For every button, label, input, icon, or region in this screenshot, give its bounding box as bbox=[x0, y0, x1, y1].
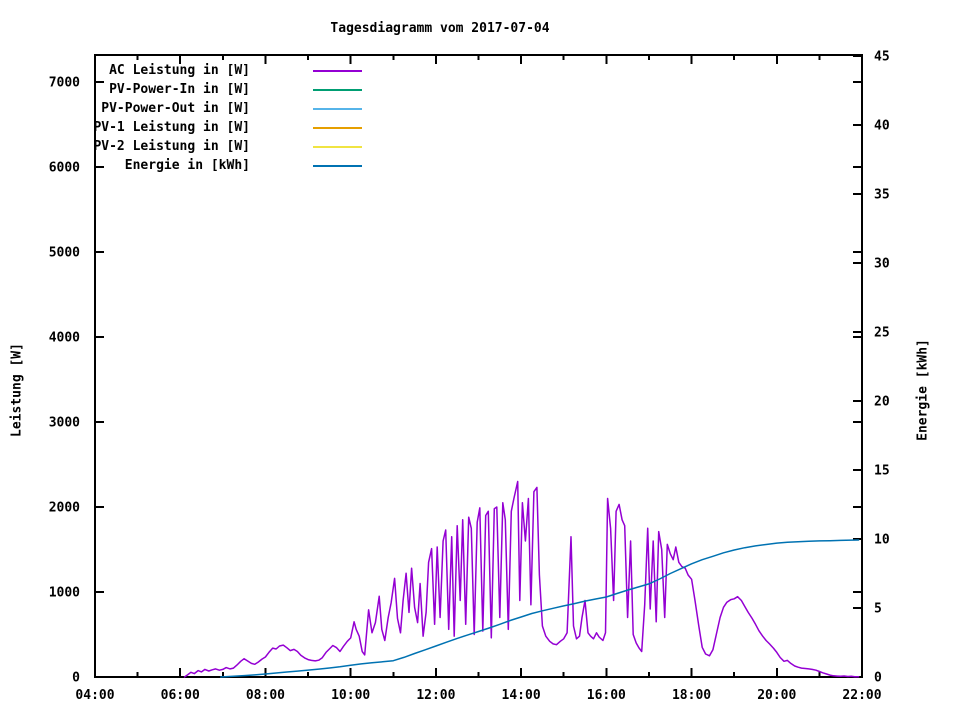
legend-label: PV-1 Leistung in [W] bbox=[93, 120, 250, 135]
legend: AC Leistung in [W] PV-Power-In in [W] PV-P… bbox=[90, 61, 362, 175]
legend-row: PV-2 Leistung in [W] bbox=[90, 137, 362, 156]
legend-label: PV-Power-Out in [W] bbox=[101, 101, 250, 116]
tick-label: 6000 bbox=[49, 161, 80, 176]
tick-label: 08:00 bbox=[246, 688, 285, 703]
legend-row: PV-Power-In in [W] bbox=[90, 80, 362, 99]
tick-label: 4000 bbox=[49, 331, 80, 346]
legend-color-line bbox=[313, 126, 362, 129]
tick-label: 15 bbox=[874, 464, 890, 479]
legend-label: AC Leistung in [W] bbox=[109, 63, 250, 78]
tick-label: 04:00 bbox=[75, 688, 114, 703]
series-ac-leistung-in-w bbox=[183, 480, 860, 678]
tick-label: 30 bbox=[874, 257, 890, 272]
tick-label: 40 bbox=[874, 119, 890, 134]
tick-label: 12:00 bbox=[416, 688, 455, 703]
tick-label: 35 bbox=[874, 188, 890, 203]
tick-label: 0 bbox=[874, 671, 882, 686]
tick-label: 7000 bbox=[49, 76, 80, 91]
tick-label: 0 bbox=[72, 671, 80, 686]
chart-title: Tagesdiagramm vom 2017-07-04 bbox=[330, 21, 550, 36]
tick-label: 16:00 bbox=[587, 688, 626, 703]
tick-label: 18:00 bbox=[672, 688, 711, 703]
tick-label: 25 bbox=[874, 326, 890, 341]
legend-color-line bbox=[313, 88, 362, 91]
y2-axis: 0 5 10 15 20 25 30 35 40 45 bbox=[853, 50, 890, 686]
tick-label: 20:00 bbox=[757, 688, 796, 703]
y1-axis: 0 1000 2000 3000 4000 5000 6000 7000 bbox=[49, 76, 862, 686]
tick-label: 14:00 bbox=[502, 688, 541, 703]
legend-label: PV-Power-In in [W] bbox=[109, 82, 250, 97]
tick-label: 5 bbox=[874, 602, 882, 617]
x-axis: 04:00 06:00 08:00 10:00 12:00 14:00 16:00 18:00… bbox=[75, 55, 882, 703]
legend-color-line bbox=[313, 69, 362, 72]
legend-label: PV-2 Leistung in [W] bbox=[93, 139, 250, 154]
tick-label: 20 bbox=[874, 395, 890, 410]
tick-label: 2000 bbox=[49, 501, 80, 516]
legend-label: Energie in [kWh] bbox=[124, 158, 250, 173]
legend-color-line bbox=[313, 107, 362, 110]
legend-row: AC Leistung in [W] bbox=[90, 61, 362, 80]
tick-label: 22:00 bbox=[842, 688, 881, 703]
tick-label: 5000 bbox=[49, 246, 80, 261]
legend-row: Energie in [kWh] bbox=[90, 156, 362, 175]
tick-label: 1000 bbox=[49, 586, 80, 601]
tick-label: 3000 bbox=[49, 416, 80, 431]
tick-label: 06:00 bbox=[161, 688, 200, 703]
legend-row: PV-Power-Out in [W] bbox=[90, 99, 362, 118]
tick-label: 45 bbox=[874, 50, 890, 65]
legend-color-line bbox=[313, 164, 362, 167]
legend-color-line bbox=[313, 145, 362, 148]
legend-row: PV-1 Leistung in [W] bbox=[90, 118, 362, 137]
tick-label: 10 bbox=[874, 533, 890, 548]
tick-label: 10:00 bbox=[331, 688, 370, 703]
series-energie-in-kwh bbox=[219, 539, 860, 678]
